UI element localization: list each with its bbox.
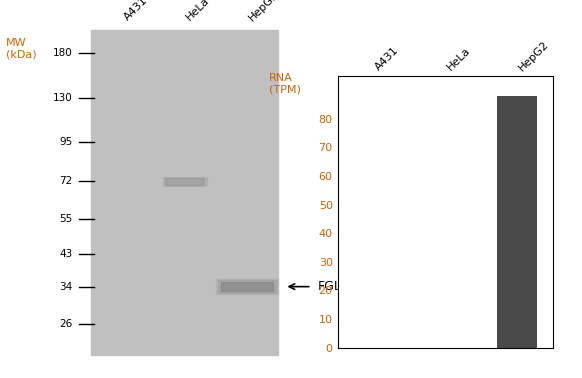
Text: 55: 55 [59, 214, 73, 224]
Text: HeLa: HeLa [184, 0, 212, 23]
Bar [165, 178, 204, 185]
Text: 95: 95 [59, 137, 73, 147]
Bar [91, 30, 278, 355]
Text: 130: 130 [53, 93, 73, 103]
Bar [163, 177, 207, 186]
Text: 43: 43 [59, 249, 73, 259]
Text: 26: 26 [59, 319, 73, 329]
Bar [216, 279, 278, 294]
Text: MW
(kDa): MW (kDa) [6, 38, 37, 59]
Bar [497, 96, 537, 348]
Text: 180: 180 [53, 48, 73, 57]
Bar [221, 282, 273, 291]
Text: RNA
(TPM): RNA (TPM) [269, 73, 300, 94]
Text: 72: 72 [59, 176, 73, 186]
Text: 34: 34 [59, 282, 73, 292]
Text: A431: A431 [122, 0, 150, 23]
Text: FGL1: FGL1 [318, 280, 350, 293]
Bar [218, 280, 276, 293]
Text: HepG2: HepG2 [247, 0, 281, 23]
